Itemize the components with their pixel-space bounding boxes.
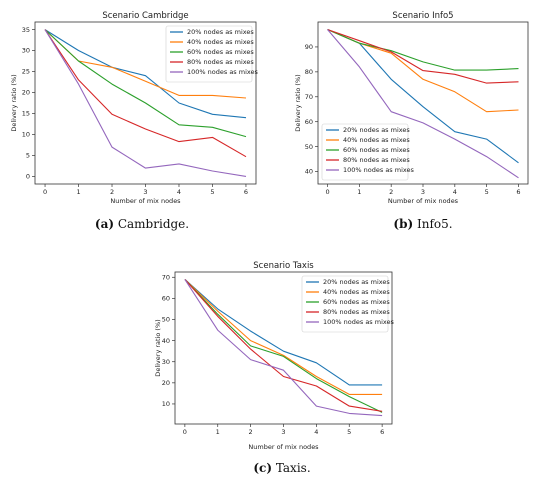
x-tick-label: 0 <box>325 188 329 196</box>
x-tick-label: 4 <box>177 188 181 196</box>
x-tick-label: 4 <box>453 188 457 196</box>
x-tick-label: 3 <box>143 188 147 196</box>
chart-title: Scenario Cambridge <box>102 11 188 21</box>
figure-caption: (b) Info5. <box>393 217 452 231</box>
x-tick-label: 5 <box>210 188 214 196</box>
chart-taxis: Scenario Taxis 0 1 2 3 4 5 6 10 20 30 40 50 60 70 Numbe… <box>154 261 395 475</box>
legend-entry-4: 80% nodes as mixes <box>323 308 390 316</box>
legend-entry-2: 40% nodes as mixes <box>187 38 254 46</box>
legend-entry-4: 80% nodes as mixes <box>343 156 410 164</box>
series-line-5 <box>327 29 519 179</box>
y-tick-label: 80 <box>305 68 313 76</box>
y-tick-label: 50 <box>162 316 170 324</box>
legend-entry-5: 100% nodes as mixes <box>323 318 395 326</box>
x-tick-label: 3 <box>421 188 425 196</box>
x-tick-label: 6 <box>244 188 248 196</box>
y-tick-label: 15 <box>22 110 30 118</box>
y-tick-label: 25 <box>22 68 30 76</box>
series-line-1 <box>44 29 247 119</box>
y-tick-label: 40 <box>162 337 170 345</box>
legend-box <box>165 25 253 83</box>
x-tick-label: 5 <box>347 428 351 436</box>
x-axis-label: Number of mix nodes <box>110 197 181 205</box>
caption-text: Taxis. <box>272 461 311 475</box>
series-line-3 <box>44 29 247 138</box>
y-tick-label: 30 <box>162 358 170 366</box>
series-line-4 <box>184 279 383 412</box>
y-tick-label: 70 <box>305 93 313 101</box>
y-axis-label: Delivery ratio (%) <box>294 74 302 131</box>
x-axis-label: Number of mix nodes <box>388 197 459 205</box>
x-axis-label: Number of mix nodes <box>248 443 319 451</box>
caption-label: (a) <box>95 217 114 231</box>
x-tick-label: 2 <box>389 188 393 196</box>
x-tick-label: 6 <box>516 188 520 196</box>
series-line-3 <box>327 28 519 71</box>
legend: 20% nodes as mixes 40% nodes as mixes 60% … <box>301 275 395 333</box>
y-tick-label: 50 <box>305 143 313 151</box>
x-tick-label: 4 <box>314 428 318 436</box>
x-tick-label: 2 <box>249 428 253 436</box>
figure-caption: (a) Cambridge. <box>95 217 189 231</box>
legend-entry-5: 100% nodes as mixes <box>343 166 415 174</box>
y-tick-label: 20 <box>162 379 170 387</box>
y-tick-label: 90 <box>305 43 313 51</box>
y-tick-label: 35 <box>22 26 30 34</box>
y-tick-label: 10 <box>22 131 30 139</box>
x-tick-label: 2 <box>110 188 114 196</box>
series-line-4 <box>44 29 247 158</box>
series-line-2 <box>184 279 383 395</box>
legend-entry-4: 80% nodes as mixes <box>187 58 254 66</box>
legend-entry-2: 40% nodes as mixes <box>323 288 390 296</box>
y-tick-label: 60 <box>162 295 170 303</box>
series-line-3 <box>184 279 383 413</box>
y-tick-label: 30 <box>22 47 30 55</box>
chart-title: Scenario Info5 <box>392 11 453 21</box>
y-tick-label: 0 <box>26 173 30 181</box>
legend: 20% nodes as mixes 40% nodes as mixes 60% … <box>321 123 415 181</box>
series-line-5 <box>184 279 383 417</box>
chart-cambridge: Scenario Cambridge 0 1 2 3 4 5 6 0 5 10 15 20 25 30 35 N… <box>10 11 259 231</box>
y-tick-label: 60 <box>305 118 313 126</box>
series-line-4 <box>327 28 519 84</box>
y-tick-label: 5 <box>26 152 30 160</box>
legend-entry-2: 40% nodes as mixes <box>343 136 410 144</box>
y-axis-label: Delivery ratio (%) <box>10 74 18 131</box>
caption-text: Cambridge. <box>114 217 189 231</box>
y-axis-label: Delivery ratio (%) <box>154 319 162 376</box>
legend-box <box>301 275 389 333</box>
legend-entry-1: 20% nodes as mixes <box>323 278 390 286</box>
x-tick-label: 1 <box>76 188 80 196</box>
x-tick-label: 6 <box>380 428 384 436</box>
x-tick-label: 1 <box>216 428 220 436</box>
legend-entry-3: 60% nodes as mixes <box>187 48 254 56</box>
y-tick-label: 70 <box>162 273 170 281</box>
x-tick-label: 1 <box>357 188 361 196</box>
caption-label: (b) <box>393 217 413 231</box>
chart-info5: Scenario Info5 0 1 2 3 4 5 6 40 50 60 70 80 90 Number … <box>294 11 529 231</box>
x-tick-label: 5 <box>485 188 489 196</box>
y-tick-label: 10 <box>162 400 170 408</box>
x-tick-label: 3 <box>281 428 285 436</box>
legend: 20% nodes as mixes 40% nodes as mixes 60% … <box>165 25 259 83</box>
y-tick-label: 40 <box>305 168 313 176</box>
caption-label: (c) <box>253 461 272 475</box>
series-line-1 <box>184 278 383 386</box>
legend-entry-3: 60% nodes as mixes <box>343 146 410 154</box>
x-tick-label: 0 <box>183 428 187 436</box>
chart-title: Scenario Taxis <box>253 261 314 271</box>
legend-entry-1: 20% nodes as mixes <box>187 28 254 36</box>
legend-box <box>321 123 409 181</box>
legend-entry-1: 20% nodes as mixes <box>343 126 410 134</box>
caption-text: Info5. <box>413 217 452 231</box>
legend-entry-3: 60% nodes as mixes <box>323 298 390 306</box>
x-tick-label: 0 <box>43 188 47 196</box>
series-line-5 <box>44 29 247 177</box>
y-tick-label: 20 <box>22 89 30 97</box>
legend-entry-5: 100% nodes as mixes <box>187 68 259 76</box>
figure-caption: (c) Taxis. <box>253 461 310 475</box>
